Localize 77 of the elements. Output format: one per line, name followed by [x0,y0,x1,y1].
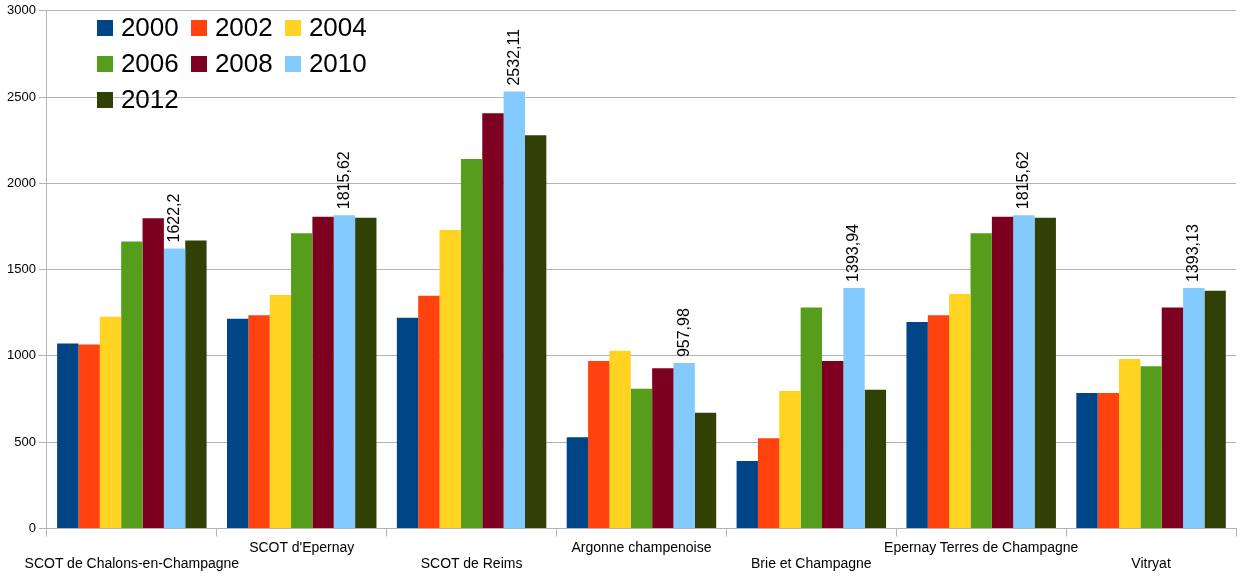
bar [248,315,270,528]
bar [396,317,419,528]
bar [291,233,313,528]
bar [1076,392,1098,528]
x-tick-label: Vitryat [1131,555,1171,572]
bar [1097,392,1120,528]
data-label: 1815,62 [334,151,352,210]
x-tick-label: Argonne champenoise [571,538,712,555]
bar [269,294,292,528]
bar [524,135,547,528]
bar [609,350,631,528]
legend-label: 2002 [214,12,273,44]
bar [1013,215,1035,528]
bar [163,248,186,528]
bar [418,295,440,528]
bar [779,390,801,528]
bar [736,461,758,528]
bar [694,412,717,528]
bar [1161,307,1184,528]
data-label: 1393,94 [844,223,862,282]
data-label: 1393,13 [1184,224,1202,283]
data-label: 1622,2 [164,193,182,243]
bar [652,368,674,528]
bar [864,389,887,528]
bar [333,215,356,528]
bar [843,287,865,528]
bar [185,240,207,528]
bar [1119,358,1141,528]
y-tick-label: 0 [28,519,36,535]
x-tick-label: Brie et Champagne [751,555,872,572]
y-tick-label: 2000 [7,174,36,190]
bar [906,321,928,528]
bar [588,361,610,528]
y-tick-label: 3000 [7,2,36,18]
y-tick-label: 1500 [7,261,36,277]
legend-label: 2006 [120,48,179,80]
x-tick-label: Epernay Terres de Champagne [884,538,1079,555]
bar [57,343,79,528]
data-label: 957,98 [674,308,692,358]
y-tick-label: 500 [14,433,36,449]
bar [1034,217,1056,528]
bar [566,437,589,528]
y-tick-label: 2500 [7,88,36,104]
bar [460,159,483,528]
bar [927,315,950,528]
bar [312,216,334,528]
x-tick-label: SCOT de Reims [420,555,523,572]
bar [78,344,100,528]
legend-label: 2008 [214,48,273,80]
data-label: 2532,11 [504,28,522,86]
bar [142,218,164,528]
bar [1183,288,1205,528]
bar [757,438,780,528]
bar [673,363,695,528]
bar [439,230,461,528]
bar [970,233,992,528]
bar [355,217,377,528]
x-tick-label: SCOT d'Epernay [249,538,355,555]
legend-label: 2000 [120,12,179,44]
bar [991,216,1014,528]
legend-label: 2012 [120,84,179,116]
data-label: 1815,62 [1014,151,1032,210]
bar [99,316,122,528]
legend-label: 2010 [308,48,367,80]
bar [121,241,143,528]
x-tick-label: SCOT de Chalons-en-Champagne [24,555,240,572]
bar [949,293,971,528]
bar [800,307,823,528]
bar [630,388,653,528]
y-tick-label: 1000 [7,347,36,363]
bar [1140,366,1162,528]
bar [226,318,249,528]
bar [822,361,844,528]
bar [503,91,525,528]
legend-label: 2004 [308,12,367,44]
bar [1204,290,1226,528]
bar [482,113,504,528]
